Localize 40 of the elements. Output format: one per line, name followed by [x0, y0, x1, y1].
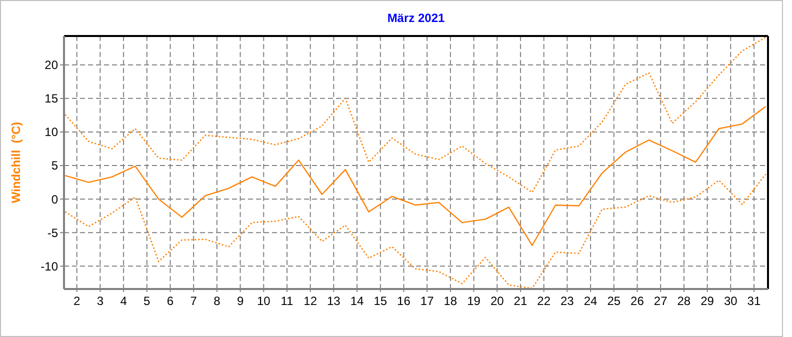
x-tick-label: 13: [327, 294, 341, 308]
x-tick-label: 19: [467, 294, 481, 308]
y-tick-label: -5: [47, 226, 58, 240]
x-tick-label: 8: [214, 294, 221, 308]
y-axis-title: Windchill (°C): [9, 122, 23, 204]
x-tick-label: 4: [120, 294, 128, 308]
x-tick-label: 23: [560, 294, 574, 308]
x-tick-label: 5: [144, 294, 151, 308]
y-tick-label: 0: [51, 192, 58, 206]
x-tick-label: 27: [654, 294, 668, 308]
x-tick-label: 22: [537, 294, 551, 308]
y-tick-label: 5: [51, 158, 58, 173]
x-tick-label: 28: [677, 294, 691, 308]
x-tick-label: 17: [420, 294, 434, 308]
y-tick-label: 10: [44, 125, 58, 140]
x-tick-label: 14: [350, 294, 364, 308]
x-tick-label: 20: [490, 294, 504, 308]
x-tick-label: 9: [236, 294, 244, 308]
x-tick-label: 16: [397, 294, 411, 308]
x-tick-label: 26: [630, 294, 644, 308]
x-tick-label: 29: [700, 294, 714, 308]
y-tick-label: 15: [44, 92, 58, 106]
line-series: [64, 106, 766, 246]
x-tick-label: 24: [584, 294, 598, 308]
x-tick-label: 15: [374, 294, 388, 308]
x-tick-label: 31: [747, 294, 761, 308]
x-tick-label: 30: [724, 294, 738, 308]
x-tick-label: 3: [96, 294, 104, 308]
x-tick-label: 18: [444, 294, 458, 308]
y-tick-label: -10: [40, 259, 58, 274]
chart-title: März 2021: [387, 11, 446, 25]
x-tick-label: 25: [607, 294, 621, 308]
x-tick-label: 2: [74, 294, 80, 308]
x-tick-label: 7: [190, 294, 198, 308]
x-tick-label: 11: [280, 294, 294, 308]
y-tick-label: 20: [44, 58, 58, 72]
x-tick-label: 10: [256, 294, 271, 308]
x-tick-label: 6: [166, 294, 174, 308]
x-tick-label: 12: [304, 294, 318, 308]
x-tick-label: 21: [514, 294, 528, 308]
